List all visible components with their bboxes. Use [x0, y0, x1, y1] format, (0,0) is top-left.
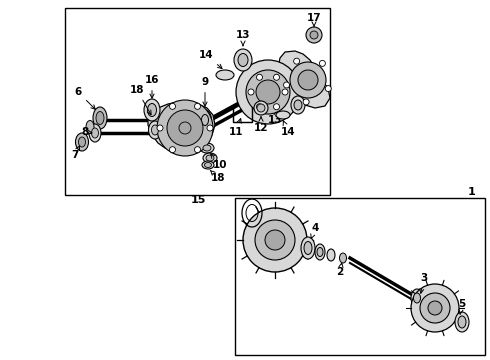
- Circle shape: [257, 104, 265, 112]
- Ellipse shape: [92, 128, 98, 138]
- Ellipse shape: [203, 145, 211, 151]
- Text: 11: 11: [229, 119, 243, 137]
- Text: 14: 14: [198, 50, 222, 68]
- Ellipse shape: [96, 112, 104, 125]
- Text: 3: 3: [419, 273, 428, 293]
- Text: 15: 15: [190, 195, 206, 205]
- Circle shape: [319, 60, 325, 66]
- Ellipse shape: [204, 162, 212, 167]
- Circle shape: [157, 100, 213, 156]
- Circle shape: [325, 86, 331, 91]
- Circle shape: [294, 58, 300, 64]
- Text: 18: 18: [210, 170, 225, 183]
- Ellipse shape: [455, 312, 469, 332]
- Ellipse shape: [89, 124, 101, 142]
- Circle shape: [273, 104, 279, 110]
- Circle shape: [195, 103, 200, 109]
- Text: 10: 10: [211, 154, 227, 170]
- Circle shape: [167, 110, 203, 146]
- Text: 18: 18: [130, 85, 151, 114]
- Text: 16: 16: [145, 75, 159, 98]
- Circle shape: [298, 70, 318, 90]
- Circle shape: [170, 103, 175, 109]
- Bar: [65, 8, 330, 195]
- Circle shape: [282, 89, 288, 95]
- Circle shape: [243, 208, 307, 272]
- Text: 14: 14: [281, 121, 295, 137]
- Ellipse shape: [201, 114, 209, 126]
- Ellipse shape: [317, 248, 323, 257]
- Text: 17: 17: [307, 13, 321, 26]
- Circle shape: [256, 74, 263, 80]
- Circle shape: [157, 125, 163, 131]
- Ellipse shape: [304, 242, 312, 255]
- Ellipse shape: [301, 237, 315, 259]
- Circle shape: [428, 301, 442, 315]
- Ellipse shape: [327, 249, 335, 261]
- Polygon shape: [278, 51, 330, 108]
- Ellipse shape: [198, 110, 212, 130]
- Circle shape: [303, 99, 309, 105]
- Text: 9: 9: [201, 77, 209, 106]
- Ellipse shape: [206, 155, 214, 161]
- Ellipse shape: [78, 137, 85, 147]
- Ellipse shape: [423, 297, 433, 311]
- Ellipse shape: [234, 49, 252, 71]
- Circle shape: [290, 62, 326, 98]
- Text: 4: 4: [311, 223, 319, 239]
- Circle shape: [256, 80, 280, 104]
- Circle shape: [273, 74, 279, 80]
- Circle shape: [254, 101, 268, 115]
- Circle shape: [179, 122, 191, 134]
- Ellipse shape: [294, 100, 302, 110]
- Circle shape: [265, 230, 285, 250]
- Ellipse shape: [86, 121, 94, 134]
- Text: 2: 2: [336, 263, 343, 277]
- Circle shape: [284, 82, 290, 88]
- Text: 13: 13: [236, 30, 250, 46]
- Circle shape: [248, 89, 254, 95]
- Ellipse shape: [202, 161, 214, 169]
- Ellipse shape: [216, 70, 234, 80]
- Ellipse shape: [340, 253, 346, 263]
- Ellipse shape: [291, 96, 305, 114]
- Circle shape: [246, 70, 290, 114]
- Ellipse shape: [276, 111, 290, 119]
- Ellipse shape: [147, 104, 156, 117]
- Ellipse shape: [93, 107, 107, 129]
- Circle shape: [236, 60, 300, 124]
- Ellipse shape: [75, 133, 89, 151]
- Circle shape: [306, 27, 322, 43]
- Ellipse shape: [151, 125, 158, 135]
- Circle shape: [170, 147, 175, 153]
- Ellipse shape: [315, 244, 325, 260]
- Ellipse shape: [411, 289, 423, 307]
- Ellipse shape: [203, 153, 217, 163]
- Text: 12: 12: [254, 117, 268, 133]
- Circle shape: [195, 147, 200, 153]
- Ellipse shape: [458, 316, 466, 328]
- Text: 13: 13: [268, 111, 282, 125]
- Bar: [235, 198, 485, 355]
- Polygon shape: [148, 102, 215, 150]
- Ellipse shape: [200, 143, 214, 153]
- Ellipse shape: [238, 54, 248, 67]
- Circle shape: [256, 104, 263, 110]
- Circle shape: [411, 284, 459, 332]
- Text: 1: 1: [468, 187, 476, 197]
- Circle shape: [207, 125, 213, 131]
- Text: 8: 8: [81, 127, 92, 137]
- Circle shape: [310, 31, 318, 39]
- Circle shape: [420, 293, 450, 323]
- Ellipse shape: [414, 293, 420, 303]
- Circle shape: [255, 220, 295, 260]
- Text: 6: 6: [74, 87, 95, 109]
- Text: 5: 5: [458, 299, 466, 315]
- Ellipse shape: [148, 121, 162, 139]
- Text: 7: 7: [72, 146, 79, 160]
- Ellipse shape: [144, 99, 160, 121]
